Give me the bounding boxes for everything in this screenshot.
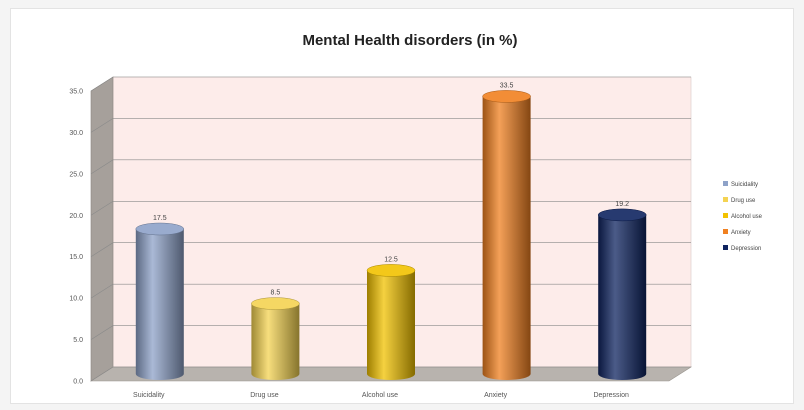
legend-item: Drug use (723, 197, 756, 204)
x-tick-label: Depression (593, 392, 629, 399)
y-tick-label: 20.0 (69, 213, 83, 220)
legend-item: Alcohol use (723, 213, 763, 220)
legend-label: Alcohol use (731, 214, 763, 220)
legend-label: Drug use (731, 198, 756, 204)
legend-swatch (723, 245, 728, 250)
bar-anxiety: 33.5 (482, 82, 531, 380)
bar-alcohol-use: 12.5 (366, 256, 416, 380)
bar-top (251, 297, 300, 310)
legend-swatch (723, 229, 728, 234)
legend-swatch (723, 197, 728, 202)
bar-depression: 19.2 (597, 201, 647, 380)
bar-suicidality: 17.5 (135, 215, 185, 380)
bar-top (597, 208, 647, 222)
legend-label: Anxiety (731, 230, 751, 236)
bar-body (482, 96, 531, 380)
x-tick-label: Suicidality (133, 392, 165, 399)
x-axis-labels: Suicidality Drug use Alcohol use Anxiety Dep… (133, 392, 629, 399)
bar-body (598, 214, 647, 380)
legend-swatch (723, 213, 728, 218)
legend-item: Suicidality (723, 181, 758, 188)
y-tick-label: 30.0 (69, 130, 83, 137)
legend: Suicidality Drug use Alcohol use Anxiety Dep… (723, 181, 763, 252)
legend-swatch (723, 181, 728, 186)
y-tick-label: 5.0 (73, 337, 83, 344)
y-tick-label: 0.0 (73, 379, 83, 386)
y-tick-label: 10.0 (69, 296, 83, 303)
chart-title: Mental Health disorders (in %) (302, 32, 517, 49)
bar-top (482, 90, 531, 103)
data-label: 33.5 (500, 82, 514, 89)
legend-label: Suicidality (731, 182, 758, 188)
bar-drug-use: 8.5 (251, 290, 300, 380)
bar-body (135, 229, 184, 380)
bar-top (366, 264, 416, 277)
bar-body (367, 270, 415, 380)
x-tick-label: Drug use (250, 392, 279, 399)
data-label: 17.5 (153, 215, 167, 222)
data-label: 12.5 (384, 256, 398, 263)
x-tick-label: Alcohol use (362, 392, 398, 399)
gridline (90, 76, 691, 92)
legend-label: Depression (731, 246, 761, 252)
data-label: 8.5 (271, 290, 281, 297)
legend-item: Anxiety (723, 229, 751, 236)
bar-top (135, 222, 185, 236)
y-axis-ticks: 0.0 5.0 10.0 15.0 20.0 25.0 30.0 35.0 (69, 89, 83, 386)
x-tick-label: Anxiety (484, 392, 507, 399)
y-tick-label: 35.0 (69, 89, 83, 96)
chart-frame: Mental Health disorders (in %) 0.0 5.0 10.… (10, 8, 794, 404)
bars: 17.5 8.5 12.5 33.5 19.2 (135, 82, 647, 380)
bar-chart: Mental Health disorders (in %) 0.0 5.0 10.… (69, 32, 763, 399)
y-tick-label: 15.0 (69, 254, 83, 261)
bar-body (251, 303, 300, 380)
y-tick-label: 25.0 (69, 171, 83, 178)
data-label: 19.2 (615, 201, 629, 208)
legend-item: Depression (723, 245, 761, 252)
side-wall (90, 76, 114, 382)
